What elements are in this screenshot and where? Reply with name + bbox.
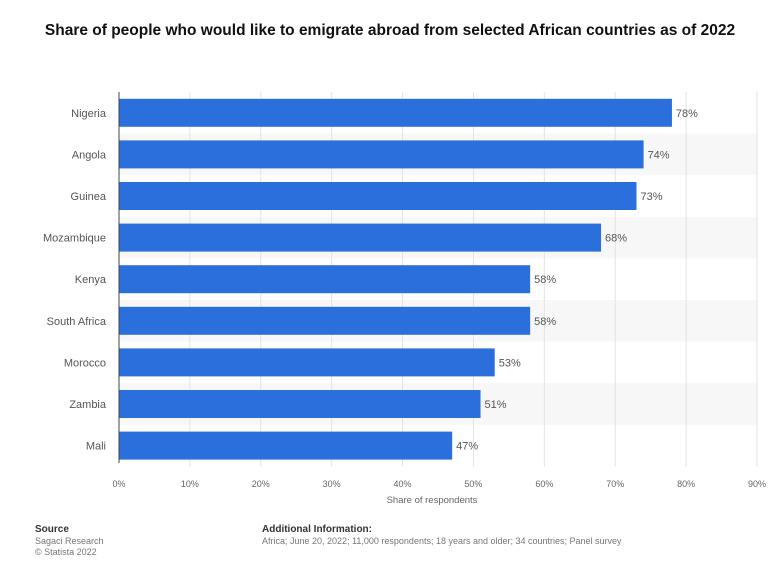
value-label: 58% <box>534 316 556 328</box>
bar <box>119 348 495 377</box>
category-label: Mozambique <box>43 233 106 245</box>
bar-chart: Nigeria Angola Guinea Mozambique Kenya South … <box>43 92 766 506</box>
bar <box>119 431 453 460</box>
source-block: Source Sagaci Research © Statista 2022 <box>35 524 104 559</box>
x-tick-label: 20% <box>252 479 270 489</box>
additional-info-text: Africa; June 20, 2022; 11,000 respondent… <box>262 535 622 546</box>
category-label: Nigeria <box>71 108 107 120</box>
category-label: Zambia <box>69 399 107 411</box>
value-label: 53% <box>499 357 521 369</box>
x-tick-label: 90% <box>748 479 766 489</box>
additional-info-heading: Additional Information: <box>262 524 372 535</box>
value-label: 51% <box>485 399 507 411</box>
bar <box>119 140 644 169</box>
additional-info-block: Additional Information: Africa; June 20,… <box>262 524 622 547</box>
value-label: 74% <box>648 149 670 161</box>
bar <box>119 265 531 294</box>
x-tick-label: 80% <box>677 479 695 489</box>
x-tick-label: 40% <box>394 479 412 489</box>
value-label: 73% <box>640 191 662 203</box>
x-tick-label: 60% <box>535 479 553 489</box>
x-tick-label: 30% <box>323 479 341 489</box>
source-heading: Source <box>35 524 69 535</box>
value-label: 78% <box>676 108 698 120</box>
source-name[interactable]: Sagaci Research <box>35 535 104 546</box>
value-label: 58% <box>534 274 556 286</box>
value-label: 47% <box>456 441 478 453</box>
x-tick-label: 70% <box>606 479 624 489</box>
x-tick-label: 10% <box>181 479 199 489</box>
category-label: Kenya <box>75 274 107 286</box>
bar <box>119 223 602 252</box>
x-tick-label: 0% <box>112 479 125 489</box>
bar <box>119 306 531 335</box>
bar <box>119 98 672 127</box>
category-label: Morocco <box>64 357 106 369</box>
value-label: 68% <box>605 233 627 245</box>
bar <box>119 390 481 418</box>
category-label: Angola <box>72 149 107 161</box>
x-axis-title: Share of respondents <box>387 495 478 506</box>
bar <box>119 182 637 210</box>
category-label: South Africa <box>47 316 107 328</box>
x-tick-label: 50% <box>464 479 482 489</box>
chart-title: Share of people who would like to emigra… <box>44 22 736 39</box>
category-label: Guinea <box>71 191 107 203</box>
category-label: Mali <box>86 441 106 453</box>
copyright-text[interactable]: © Statista 2022 <box>35 547 97 557</box>
